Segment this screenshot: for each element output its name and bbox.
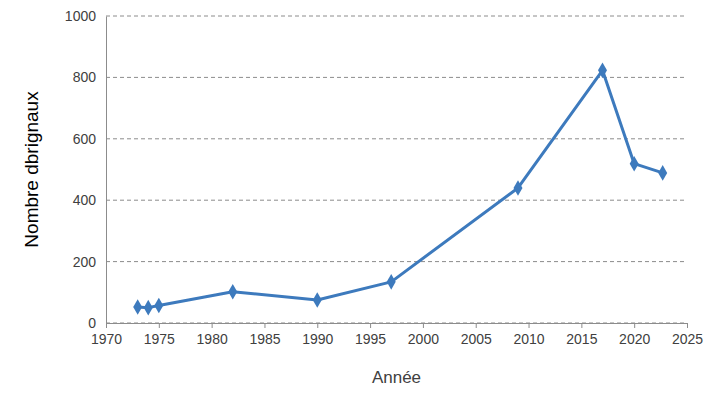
y-tick-label: 1000: [65, 8, 96, 24]
x-tick: 1990: [302, 323, 333, 347]
x-tick-label: 1985: [249, 331, 280, 347]
x-tick-label: 2025: [672, 331, 703, 347]
x-tick-label: 2010: [513, 331, 544, 347]
x-axis-title: Année: [372, 368, 421, 387]
y-tick: 200: [73, 254, 106, 270]
x-axis: 1970 1975 1980 1985 1990 1995 2000 2005 2010 2015…: [91, 323, 703, 347]
grid-line: [106, 16, 687, 17]
marker: [630, 156, 639, 172]
y-tick-label: 800: [73, 69, 97, 85]
x-tick: 2020: [619, 323, 650, 347]
x-tick: 1970: [91, 323, 122, 347]
x-tick: 1975: [144, 323, 175, 347]
y-tick: 400: [73, 192, 106, 208]
x-tick: 2005: [461, 323, 492, 347]
y-tick-label: 600: [73, 131, 97, 147]
chart: 0 200 400 600 800 1000 1970 1975 1980 1985 1990 199…: [0, 0, 727, 396]
x-tick-mark: [212, 323, 213, 328]
x-tick: 2025: [672, 323, 703, 347]
x-tick-mark: [264, 323, 265, 328]
x-tick-label: 2005: [461, 331, 492, 347]
marker: [313, 292, 322, 308]
marks: [133, 63, 667, 316]
x-tick-label: 1975: [144, 331, 175, 347]
y-tick: 1000: [65, 8, 106, 24]
y-tick: 600: [73, 131, 106, 147]
x-tick-mark: [159, 323, 160, 328]
x-tick-mark: [687, 323, 688, 328]
x-tick-mark: [317, 323, 318, 328]
grid-line: [106, 200, 687, 201]
x-tick-mark: [581, 323, 582, 328]
plot: 0 200 400 600 800 1000 1970 1975 1980 1985 1990 199…: [65, 8, 703, 347]
x-tick: 2015: [566, 323, 597, 347]
marker: [387, 274, 396, 290]
grid-line: [106, 138, 687, 139]
line: [138, 70, 663, 307]
x-tick-mark: [529, 323, 530, 328]
y-axis-line: [106, 17, 107, 324]
x-tick-label: 1990: [302, 331, 333, 347]
marker: [598, 63, 607, 79]
marker: [658, 165, 667, 181]
y-tick-label: 0: [88, 315, 96, 331]
y-tick: 0: [88, 315, 106, 331]
grid-line: [106, 261, 687, 262]
marker: [144, 300, 153, 316]
x-tick: 1980: [197, 323, 228, 347]
x-tick-label: 2015: [566, 331, 597, 347]
x-tick: 2000: [408, 323, 439, 347]
x-tick-mark: [106, 323, 107, 328]
x-tick: 1985: [249, 323, 280, 347]
y-axis-title: Nombre dbrignaux: [21, 91, 42, 248]
x-tick-mark: [634, 323, 635, 328]
x-tick-label: 1980: [197, 331, 228, 347]
x-tick-mark: [476, 323, 477, 328]
y-tick: 800: [73, 69, 106, 85]
x-tick-label: 2000: [408, 331, 439, 347]
y-tick-label: 200: [73, 254, 97, 270]
marker: [513, 180, 522, 196]
x-tick-label: 2020: [619, 331, 650, 347]
x-tick-mark: [370, 323, 371, 328]
y-tick-label: 400: [73, 192, 97, 208]
marker: [154, 298, 163, 314]
y-axis: 0 200 400 600 800 1000: [65, 8, 107, 331]
x-tick-label: 1995: [355, 331, 386, 347]
marker: [228, 284, 237, 300]
grid: [106, 16, 687, 323]
x-tick: 1995: [355, 323, 386, 347]
grid-line: [106, 77, 687, 78]
x-axis-line: [107, 324, 688, 329]
x-tick-mark: [423, 323, 424, 328]
marker: [133, 299, 142, 315]
x-tick: 2010: [513, 323, 544, 347]
x-tick-label: 1970: [91, 331, 122, 347]
